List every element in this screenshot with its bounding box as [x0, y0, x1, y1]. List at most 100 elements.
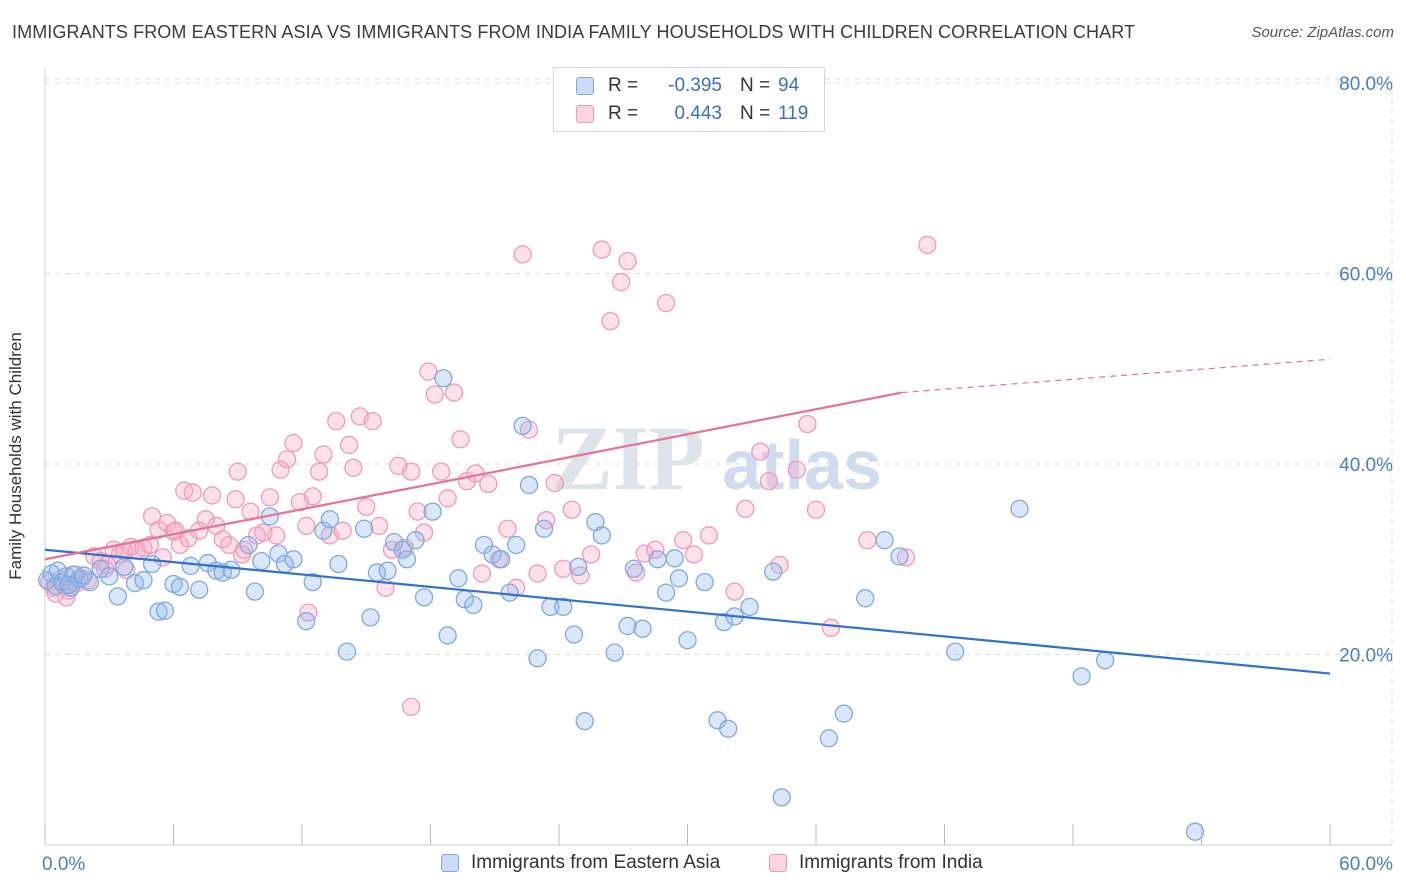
data-point [798, 414, 817, 434]
data-point [190, 580, 209, 599]
data-point [74, 566, 93, 585]
legend-row-eastern-asia: R = -0.395 N = 94 [576, 73, 799, 99]
data-point [806, 500, 826, 519]
watermark-atlas: atlas [722, 426, 882, 504]
data-point [222, 560, 241, 579]
data-point [444, 383, 464, 402]
y-tick-label: 80.0% [1339, 74, 1393, 95]
legend-r-label: R = [608, 75, 639, 96]
data-point [684, 545, 704, 564]
grid-lines [45, 78, 1393, 845]
data-point [414, 588, 434, 607]
data-point [183, 483, 202, 502]
data-point [633, 619, 652, 638]
data-point [665, 549, 684, 568]
data-point [528, 564, 547, 583]
data-point [438, 626, 457, 645]
x-tick-label-min: 0.0% [42, 854, 85, 875]
trend-line-india [44, 391, 902, 561]
data-point [699, 526, 719, 545]
data-point [918, 235, 937, 255]
data-point [740, 597, 759, 617]
data-point [245, 582, 265, 601]
series-legend: Immigrants from Eastern Asia Immigrants … [0, 852, 1406, 878]
trend-line-india-extension [901, 358, 1331, 394]
data-point [339, 435, 359, 455]
data-point [890, 547, 909, 566]
data-point [303, 487, 322, 506]
data-point [108, 587, 127, 606]
legend-swatch-blue [576, 77, 594, 95]
data-point [618, 251, 637, 271]
data-point [656, 293, 676, 313]
series-name: Immigrants from India [799, 852, 983, 873]
data-point [472, 564, 492, 583]
watermark-zip: ZIP [551, 407, 704, 509]
data-point [260, 488, 280, 507]
data-point [284, 550, 303, 569]
data-point [500, 583, 519, 602]
data-point [751, 442, 770, 461]
legend-n-label: N = [740, 103, 771, 124]
data-point [369, 516, 389, 536]
data-point [166, 521, 185, 540]
series-swatch-blue [441, 854, 459, 872]
data-point [575, 712, 594, 731]
data-point [378, 561, 397, 580]
data-point [669, 569, 689, 588]
data-point [117, 560, 136, 579]
data-point [719, 719, 738, 738]
data-point [357, 497, 376, 517]
data-point [946, 642, 965, 661]
data-point [80, 572, 100, 592]
data-point [736, 499, 755, 518]
data-point [498, 519, 517, 538]
data-point [770, 555, 789, 575]
data-point [320, 510, 339, 529]
legend-swatch-pink [576, 105, 594, 123]
data-point [1010, 499, 1029, 518]
data-point [59, 575, 78, 595]
legend-n-value: 94 [778, 75, 800, 96]
legend-r-value: -0.395 [668, 75, 722, 96]
legend-n-value: 119 [778, 103, 809, 124]
data-point [181, 556, 200, 576]
data-point [821, 618, 841, 637]
trend-line-eastern-asia [44, 548, 1331, 675]
data-point [519, 475, 539, 495]
series-eastern-asia-points [37, 369, 1205, 841]
data-point [554, 597, 573, 617]
data-point [232, 545, 252, 564]
data-point [725, 582, 744, 601]
chart-title: IMMIGRANTS FROM EASTERN ASIA VS IMMIGRAN… [12, 22, 1136, 42]
data-point [361, 608, 380, 627]
x-tick-label-max: 60.0% [1339, 854, 1393, 875]
series-legend-india[interactable]: Immigrants from India [769, 852, 983, 874]
data-point [402, 462, 421, 481]
y-tick-label: 40.0% [1339, 455, 1393, 476]
data-point [554, 559, 573, 578]
data-point [297, 612, 316, 631]
data-point [513, 245, 532, 264]
data-point [432, 462, 451, 481]
data-point [333, 521, 352, 540]
series-legend-eastern-asia[interactable]: Immigrants from Eastern Asia [441, 852, 720, 874]
data-point [479, 474, 498, 494]
data-point [605, 643, 624, 662]
data-point [569, 557, 588, 577]
data-point [819, 729, 838, 748]
data-point [202, 486, 222, 505]
data-point [419, 362, 438, 381]
data-point [239, 535, 258, 555]
data-point [267, 526, 286, 545]
data-point [1185, 822, 1205, 841]
data-point [714, 612, 734, 632]
data-point [271, 460, 290, 479]
data-point [562, 500, 581, 519]
data-point [344, 458, 363, 477]
axes [44, 68, 1392, 846]
data-point [507, 535, 526, 555]
data-point [564, 625, 584, 644]
tick-labels: 20.0% 40.0% 60.0% 80.0% 0.0% 60.0% [42, 74, 1393, 875]
data-point [875, 531, 894, 550]
